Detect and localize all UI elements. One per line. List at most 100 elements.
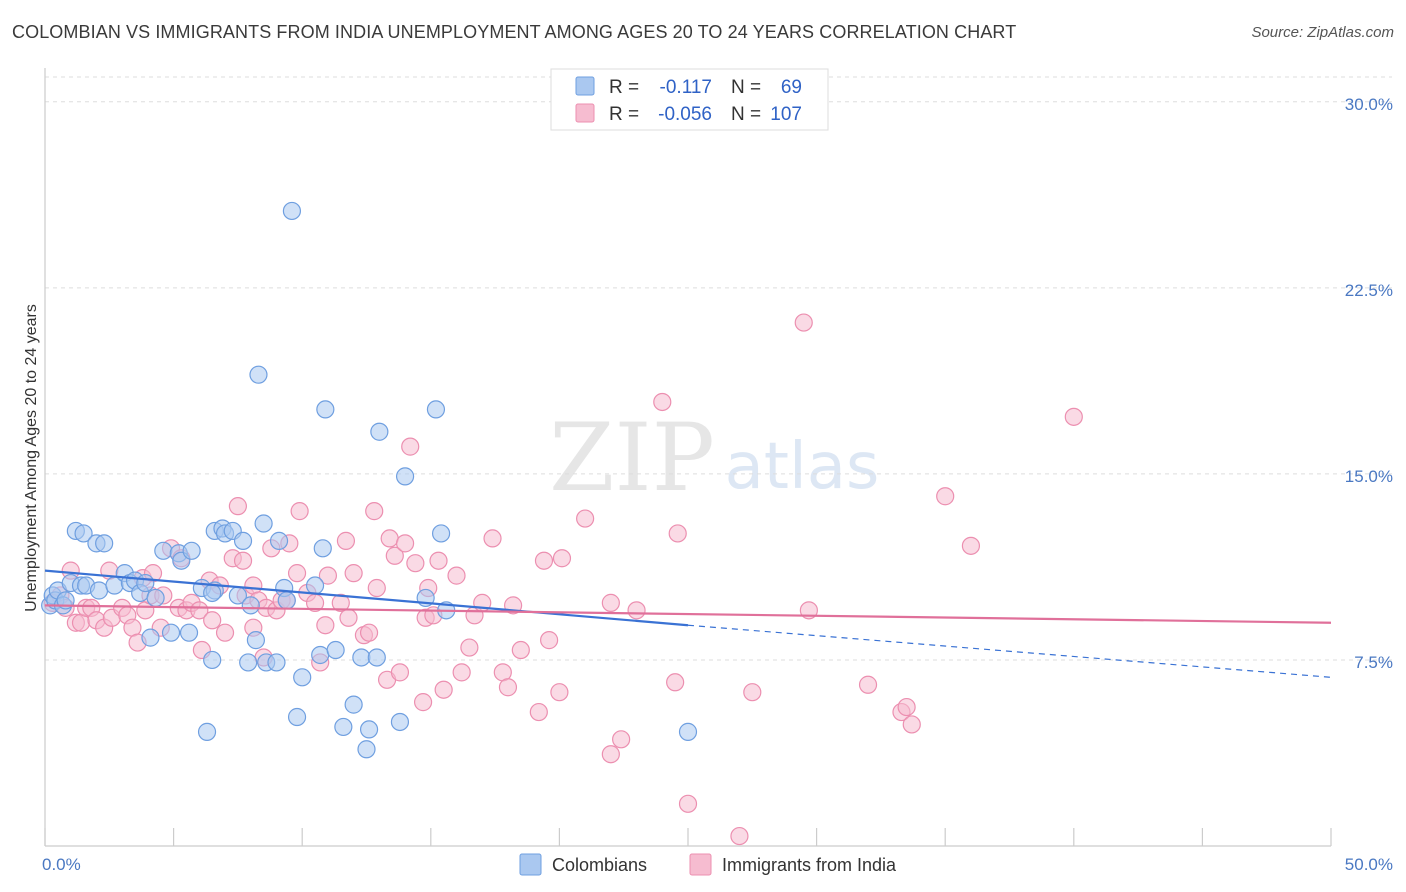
legend-label-india[interactable]: Immigrants from India <box>722 855 897 875</box>
x-tick-labels: 0.0% 50.0% <box>42 855 1393 874</box>
colombian-point <box>233 531 253 550</box>
colombian-point <box>146 588 165 608</box>
colombian-point <box>136 573 155 593</box>
india-point <box>447 566 466 585</box>
india-point <box>401 437 420 456</box>
stats-box: R = -0.117 N = 69 R = -0.056 N = 107 <box>550 68 829 131</box>
stats-swatch-pink <box>575 103 595 123</box>
colombian-point <box>390 712 410 732</box>
axes <box>44 68 1332 847</box>
x-tick-label-min: 0.0% <box>42 855 81 874</box>
colombian-point <box>267 653 286 672</box>
colombian-point <box>179 623 199 642</box>
watermark-atlas: atlas <box>725 430 880 504</box>
india-point <box>601 745 620 764</box>
india-point <box>395 534 415 553</box>
india-point <box>529 702 548 722</box>
chart-title: COLOMBIAN VS IMMIGRANTS FROM INDIA UNEMP… <box>12 22 1017 42</box>
india-point <box>961 536 981 555</box>
india-point <box>1064 407 1083 426</box>
colombian-point <box>74 524 93 543</box>
colombian-point <box>241 596 260 615</box>
india-point <box>668 524 687 543</box>
india-point <box>627 601 646 620</box>
india-point <box>730 826 749 846</box>
stats-r-label-pink: R = <box>609 104 639 125</box>
india-point <box>215 623 235 642</box>
india-point <box>359 623 379 642</box>
india-point <box>498 678 518 697</box>
india-point <box>413 693 433 712</box>
colombian-point <box>678 722 698 741</box>
colombian-point <box>197 722 217 741</box>
colombian-point <box>161 623 181 642</box>
india-point <box>367 578 386 598</box>
colombian-point <box>154 541 173 560</box>
india-point <box>385 546 404 565</box>
colombian-point <box>357 740 376 759</box>
india-point <box>344 564 363 583</box>
colombian-point <box>395 467 415 486</box>
colombian-point <box>313 539 332 558</box>
colombian-point <box>293 668 312 687</box>
colombian-point <box>239 653 258 672</box>
india-point <box>318 566 338 585</box>
colombian-point <box>311 645 330 665</box>
colombian-point <box>344 695 363 714</box>
india-point <box>612 730 631 749</box>
watermark-zip: ZIP <box>549 404 715 513</box>
india-point <box>743 683 762 702</box>
india-point <box>460 638 479 657</box>
india-point <box>902 715 921 734</box>
india-point <box>290 502 309 521</box>
colombian-point <box>141 628 160 647</box>
grid <box>45 76 1392 661</box>
india-point <box>550 683 569 702</box>
india-point <box>365 502 384 521</box>
india-point <box>936 487 955 506</box>
stats-r-label-blue: R = <box>609 77 639 98</box>
colombians-trendline <box>44 569 689 627</box>
y-tick-labels: 7.5% 15.0% 22.5% 30.0% <box>1345 95 1393 672</box>
india-point <box>331 593 350 612</box>
colombian-point <box>367 648 386 667</box>
india-trendline <box>44 604 1332 624</box>
colombian-point <box>246 631 266 650</box>
india-point <box>858 675 878 694</box>
y-tick-label: 30.0% <box>1345 95 1393 114</box>
colombian-point <box>305 576 325 595</box>
india-point <box>390 663 410 682</box>
legend: Colombians Immigrants from India <box>519 853 897 876</box>
india-point <box>339 608 358 627</box>
india-point <box>534 551 554 570</box>
india-point <box>452 663 471 682</box>
india-point <box>540 631 559 650</box>
colombian-point <box>334 717 353 737</box>
india-point <box>434 680 453 699</box>
india-point <box>794 313 813 332</box>
stats-r-value-pink: -0.056 <box>658 104 712 125</box>
colombian-point <box>89 581 109 600</box>
india-point <box>406 554 425 573</box>
legend-swatch-india[interactable] <box>689 853 712 876</box>
india-point <box>552 549 572 568</box>
colombian-point <box>203 583 222 603</box>
legend-swatch-colombians[interactable] <box>519 853 542 876</box>
y-tick-label: 7.5% <box>1354 653 1393 672</box>
india-point <box>203 611 222 630</box>
colombian-point <box>352 648 371 667</box>
stats-swatch-blue <box>575 76 595 96</box>
x-tick-label-max: 50.0% <box>1345 855 1393 874</box>
stats-r-value-blue: -0.117 <box>660 77 712 98</box>
series-colombians-points <box>41 201 698 759</box>
stats-n-label-blue: N = <box>731 77 761 98</box>
colombian-point <box>249 365 268 384</box>
colombian-point <box>282 201 302 221</box>
colombian-point <box>426 400 446 419</box>
colombian-point <box>316 400 335 419</box>
colombian-point <box>370 422 389 441</box>
india-point <box>336 531 356 550</box>
legend-label-colombians[interactable]: Colombians <box>552 855 647 875</box>
colombian-point <box>431 524 451 543</box>
